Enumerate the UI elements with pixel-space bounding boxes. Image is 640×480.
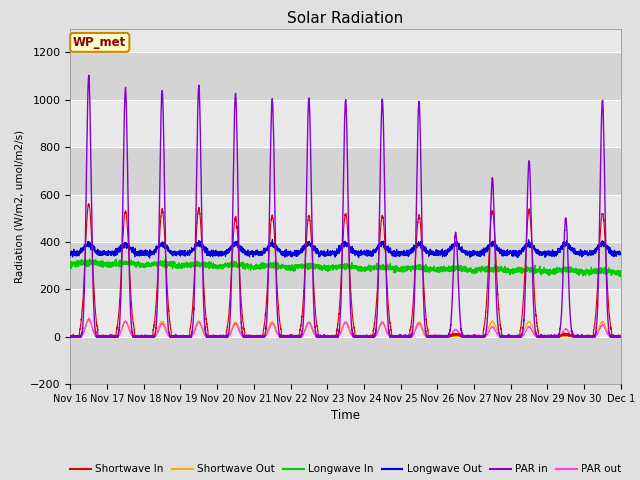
Legend: Shortwave In, Shortwave Out, Longwave In, Longwave Out, PAR in, PAR out: Shortwave In, Shortwave Out, Longwave In… [66, 460, 625, 479]
Bar [70, 336, 621, 384]
Bar [70, 100, 621, 147]
Bar [70, 52, 621, 100]
Bar [70, 147, 621, 194]
Text: WP_met: WP_met [73, 36, 127, 49]
Bar [70, 242, 621, 289]
X-axis label: Time: Time [331, 409, 360, 422]
Bar [70, 194, 621, 242]
Bar [70, 289, 621, 336]
Y-axis label: Radiation (W/m2, umol/m2/s): Radiation (W/m2, umol/m2/s) [15, 130, 24, 283]
Title: Solar Radiation: Solar Radiation [287, 11, 404, 26]
